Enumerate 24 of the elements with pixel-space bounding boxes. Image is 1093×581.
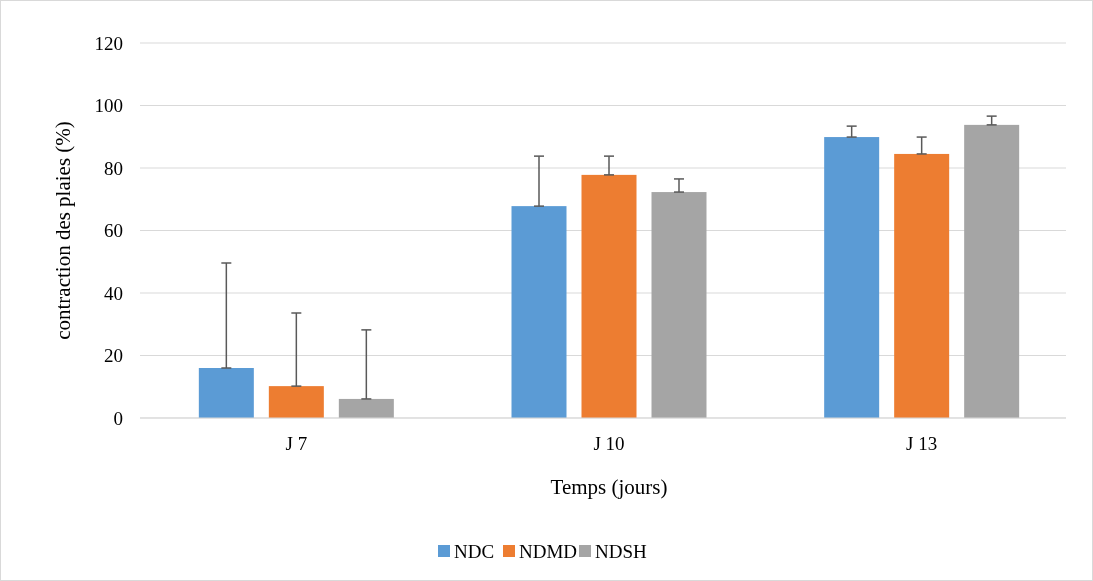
y-tick-label: 20 (104, 345, 123, 367)
x-axis-title: Temps (jours) (550, 475, 668, 499)
bar (268, 386, 324, 418)
bar (511, 206, 567, 418)
bar (824, 137, 880, 418)
bar (581, 174, 637, 418)
bar (338, 398, 394, 418)
y-axis-title: contraction des plaies (%) (51, 121, 75, 340)
y-tick-label: 40 (104, 282, 123, 304)
x-tick-label: J 13 (906, 433, 938, 454)
y-tick-label: 60 (104, 220, 123, 242)
y-tick-label: 120 (94, 32, 123, 54)
legend-label: NDMD (519, 540, 578, 562)
bar (198, 368, 254, 418)
legend-label: NDSH (595, 540, 648, 562)
bar (894, 153, 950, 418)
bar (964, 124, 1020, 418)
y-tick-label: 0 (113, 407, 123, 429)
x-tick-label: J 7 (285, 433, 308, 454)
bar (651, 192, 707, 418)
y-tick-label: 80 (104, 157, 123, 179)
x-tick-label: J 10 (593, 433, 625, 454)
legend-label: NDC (454, 540, 495, 562)
y-tick-label: 100 (94, 95, 123, 117)
